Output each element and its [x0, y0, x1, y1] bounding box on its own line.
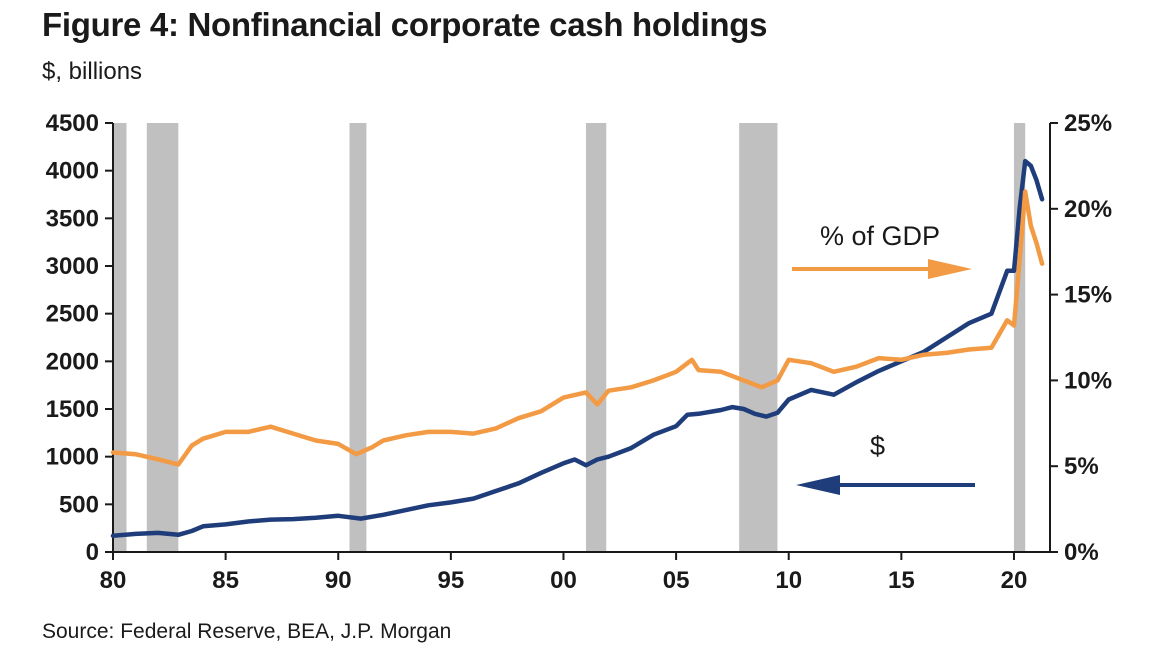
left-tick-label: 2000: [46, 348, 99, 375]
arrow-right-pct-gdp-head: [928, 259, 972, 279]
x-tick-label: 90: [325, 567, 352, 594]
x-tick-label: 95: [438, 567, 465, 594]
right-tick-label: 20%: [1064, 196, 1112, 223]
annotation-dollars: $: [870, 431, 885, 461]
left-tick-label: 1500: [46, 396, 99, 423]
source-note: Source: Federal Reserve, BEA, J.P. Morga…: [42, 620, 452, 643]
series-line-dollars: [110, 158, 1045, 539]
series-line-pct-gdp: [110, 189, 1045, 467]
annotation-pct-gdp: % of GDP: [820, 221, 940, 251]
x-tick-label: 15: [888, 567, 915, 594]
right-tick-label: 15%: [1064, 282, 1112, 309]
recession-band-5: [1013, 123, 1026, 552]
right-tick-label: 25%: [1064, 110, 1112, 137]
x-tick-label: 05: [663, 567, 690, 594]
left-tick-label: 3000: [46, 253, 99, 280]
axes: [105, 122, 1058, 560]
left-tick-label: 0: [86, 539, 99, 566]
left-tick-label: 3500: [46, 205, 99, 232]
recession-band-4: [739, 123, 778, 552]
x-tick-label: 85: [212, 567, 239, 594]
x-tick-label: 00: [550, 567, 577, 594]
left-tick-label: 500: [59, 491, 99, 518]
x-tick-label: 80: [100, 567, 127, 594]
recession-band-1: [146, 123, 179, 552]
tick-labels: 0500100015002000250030003500400045000%5%…: [46, 110, 1112, 594]
right-tick-label: 5%: [1064, 453, 1099, 480]
left-tick-label: 1000: [46, 444, 99, 471]
left-tick-label: 2500: [46, 301, 99, 328]
recession-band-3: [586, 123, 607, 552]
left-axis-unit: $, billions: [42, 58, 143, 85]
left-tick-label: 4000: [46, 158, 99, 185]
recession-band-2: [349, 123, 367, 552]
recession-bands: [113, 123, 1026, 552]
series-lines: [110, 158, 1045, 539]
right-tick-label: 0%: [1064, 539, 1099, 566]
x-tick-label: 20: [1001, 567, 1028, 594]
recession-band-0: [113, 123, 127, 552]
x-tick-label: 10: [775, 567, 802, 594]
right-tick-label: 10%: [1064, 367, 1112, 394]
chart-title: Figure 4: Nonfinancial corporate cash ho…: [42, 6, 768, 43]
arrow-left-dollars-head: [796, 475, 840, 495]
left-tick-label: 4500: [46, 110, 99, 137]
